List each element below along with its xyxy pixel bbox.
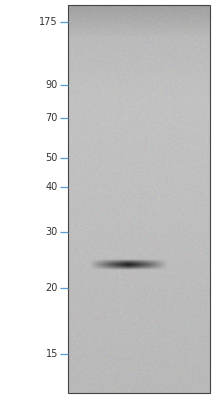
Text: 40: 40 (46, 182, 58, 192)
Text: 90: 90 (46, 80, 58, 90)
Text: 70: 70 (46, 112, 58, 122)
Text: 30: 30 (46, 227, 58, 237)
Text: 20: 20 (46, 283, 58, 293)
Text: 15: 15 (46, 349, 58, 359)
Text: 50: 50 (46, 153, 58, 163)
Text: 175: 175 (39, 18, 58, 28)
Bar (68, 5, 210, 393)
